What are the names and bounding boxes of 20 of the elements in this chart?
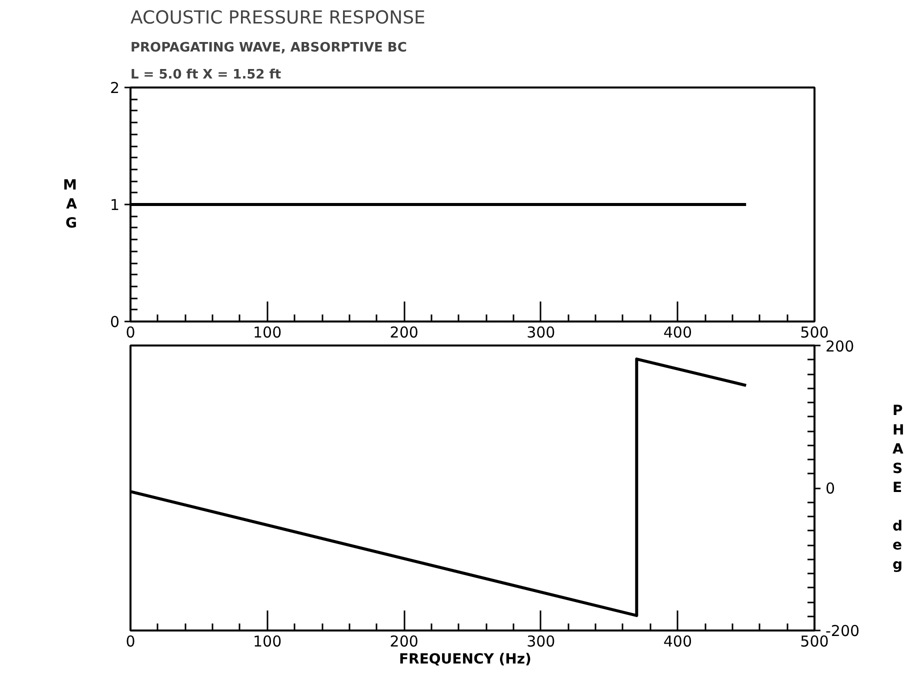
- x-tick-label: 300: [526, 632, 556, 650]
- x-tick-label: 300: [526, 324, 556, 342]
- y-axis-title: MAG: [63, 177, 78, 232]
- chart-subtitle: PROPAGATING WAVE, ABSORPTIVE BC: [130, 40, 407, 56]
- x-tick-label: 400: [663, 632, 692, 650]
- x-tick-label: 0: [126, 632, 136, 650]
- x-tick-label: 0: [126, 324, 136, 342]
- text: PHASE deg: [892, 403, 904, 573]
- x-tick-label: 200: [390, 632, 418, 650]
- y-tick-label: 2: [110, 79, 120, 97]
- x-axis-title: FREQUENCY (Hz): [398, 652, 532, 668]
- text: L = 5.0 ft X = 1.52 ft: [130, 68, 282, 82]
- y-tick-label: 1: [110, 196, 120, 214]
- x-tick-label: 400: [663, 324, 692, 342]
- y2-tick-label: 0: [826, 480, 836, 498]
- x-tick-label: 500: [800, 632, 829, 650]
- x-tick-label: 100: [252, 632, 282, 650]
- x-tick-label: 200: [390, 324, 418, 342]
- chart-title: ACOUSTIC PRESSURE RESPONSE: [130, 8, 426, 28]
- x-tick-label: 100: [252, 324, 282, 342]
